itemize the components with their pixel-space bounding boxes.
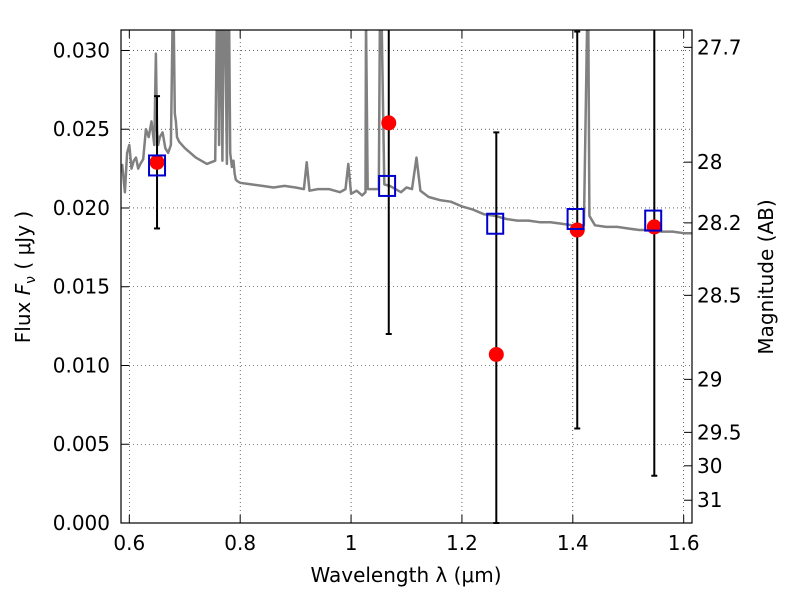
observed-point: [569, 222, 585, 238]
observed-point: [149, 154, 165, 170]
plot-data: [121, 30, 692, 235]
y-tick-label: 0.030: [53, 38, 110, 62]
y2-tick-label: 27.7: [697, 35, 742, 59]
axes: [120, 29, 693, 524]
y-tick-label: 0.005: [53, 432, 110, 456]
y-axis-label-suffix: ( μJy ): [11, 211, 35, 276]
y-tick-label: 0.025: [53, 117, 110, 141]
x-tick-label: 1.6: [668, 531, 700, 555]
model-point: [148, 154, 167, 177]
model-point: [378, 174, 397, 197]
y-axis-label-symbol: F: [11, 283, 35, 295]
x-tick-label: 0.6: [113, 531, 145, 555]
y2-tick-label: 29: [697, 367, 722, 391]
tick-labels: 0.6 0.8 1 1.2 1.4 1.6 0.000 0.005 0.010 0.015 0.02…: [53, 35, 742, 555]
y-tick-label: 0.010: [53, 353, 110, 377]
x-tick-label: 0.8: [224, 531, 256, 555]
y2-tick-label: 28.2: [697, 211, 742, 235]
y-axis-label: Flux Fν ( μJy ): [11, 211, 39, 343]
y2-axis-label: Magnitude (AB): [754, 199, 778, 354]
x-tick-label: 1.4: [557, 531, 589, 555]
error-bars: [148, 30, 663, 524]
plot-frame: [120, 29, 693, 524]
model-point: [644, 209, 663, 232]
y-tick-label: 0.020: [53, 196, 110, 220]
y2-tick-label: 30: [697, 454, 722, 478]
model-point: [566, 208, 585, 231]
observed-point: [646, 219, 662, 235]
y2-tick-label: 31: [697, 488, 722, 512]
y-tick-label: 0.015: [53, 275, 110, 299]
y2-tick-label: 29.5: [697, 420, 742, 444]
spectrum-line: [121, 30, 692, 235]
y-tick-label: 0.000: [53, 511, 110, 535]
y-axis-label-subscript: ν: [23, 276, 39, 284]
observed-point: [381, 115, 397, 131]
observed-point: [488, 346, 504, 362]
y-axis-label-prefix: Flux: [11, 295, 35, 343]
model-point: [486, 212, 505, 235]
x-tick-label: 1.2: [446, 531, 478, 555]
x-axis-label: Wavelength λ (μm): [310, 563, 501, 587]
y2-tick-label: 28: [697, 150, 722, 174]
y2-tick-label: 28.5: [697, 283, 742, 307]
x-tick-label: 1: [345, 531, 358, 555]
